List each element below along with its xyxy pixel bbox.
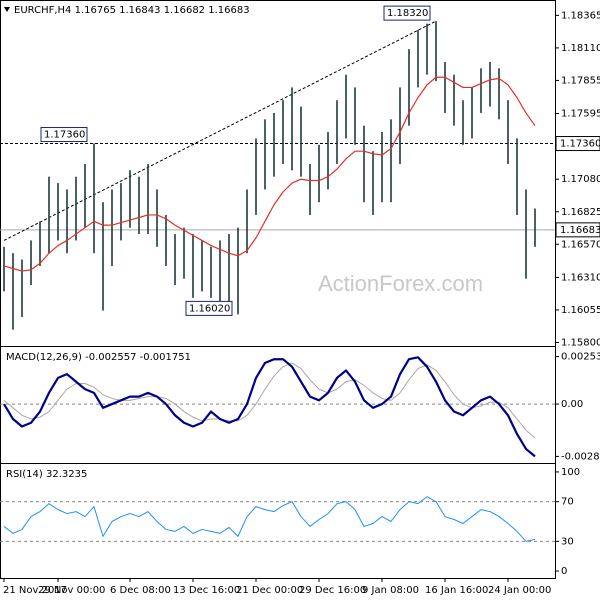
x-tick-label: 9 Jan 08:00 [362, 585, 419, 596]
signal-value: -0.001751 [140, 352, 191, 363]
y-tick-label: 1.16570 [561, 239, 600, 250]
level-label: 1.17360 [560, 139, 600, 150]
y-tick-label: 1.15800 [561, 337, 600, 348]
x-tick-label: 16 Jan 16:00 [425, 585, 488, 596]
y-tick-label: 1.18365 [561, 10, 600, 21]
y-tick-label: -0.0028 [561, 451, 600, 462]
macd-title: MACD(12,26,9) [6, 352, 82, 363]
high: 1.16843 [119, 5, 160, 16]
open: 1.16765 [75, 5, 116, 16]
close: 1.16683 [208, 5, 249, 16]
rsi-line [3, 496, 536, 542]
frame [0, 0, 556, 579]
x-tick-label: 21 Dec 00:00 [236, 585, 303, 596]
current-price-label: 1.16683 [560, 225, 600, 236]
y-tick-label: 1.18110 [561, 43, 600, 54]
y-tick-label: 1.17080 [561, 174, 600, 185]
annotation-box [185, 300, 233, 316]
macd-header: MACD(12,26,9) -0.002557 -0.001751 [6, 352, 191, 363]
level-annotation: 1.17360 [44, 130, 85, 141]
y-tick-label: 1.16055 [561, 305, 600, 316]
y-tick-label: 1.17855 [561, 75, 600, 86]
macd-line [3, 356, 536, 458]
y-tick-label: 1.16825 [561, 207, 600, 218]
x-tick-label: 29 Dec 16:00 [299, 585, 366, 596]
y-tick-label: 0.00 [561, 399, 583, 410]
y-tick-label: 30 [561, 536, 574, 547]
symbol: EURCHF,H4 [14, 5, 71, 16]
macd-value: -0.002557 [85, 352, 136, 363]
signal-line [3, 362, 536, 439]
x-tick-label: 24 Jan 00:00 [488, 585, 551, 596]
watermark: ActionForex.com [318, 271, 483, 296]
rsi-header: RSI(14) 32.3235 [6, 469, 87, 480]
annotation-label: 1.16020 [189, 303, 230, 314]
y-tick-label: 100 [561, 467, 580, 478]
low: 1.16682 [164, 5, 205, 16]
rsi-value: 32.3235 [46, 469, 87, 480]
y-tick-label: 1.17595 [561, 109, 600, 120]
current-price-box [555, 222, 600, 238]
y-tick-label: 0 [561, 566, 567, 577]
annotation-box [383, 5, 431, 21]
rsi-title: RSI(14) [6, 469, 43, 480]
y-tick-label: 0.002538 [561, 352, 600, 363]
y-tick-label: 1.16310 [561, 272, 600, 283]
moving-average [3, 76, 536, 272]
level-box [555, 136, 600, 152]
x-tick-label: 13 Dec 16:00 [173, 585, 240, 596]
header: EURCHF,H4 1.16765 1.16843 1.16682 1.1668… [14, 5, 250, 16]
x-tick-label: 21 Nov 2017 [3, 585, 67, 596]
annotation-label: 1.18320 [387, 8, 428, 19]
level-annotation-box [40, 127, 88, 143]
y-tick-label: 70 [561, 497, 574, 508]
menu-arrow [4, 7, 10, 12]
x-tick-label: 29 Nov 00:00 [38, 585, 105, 596]
x-tick-label: 6 Dec 08:00 [110, 585, 171, 596]
